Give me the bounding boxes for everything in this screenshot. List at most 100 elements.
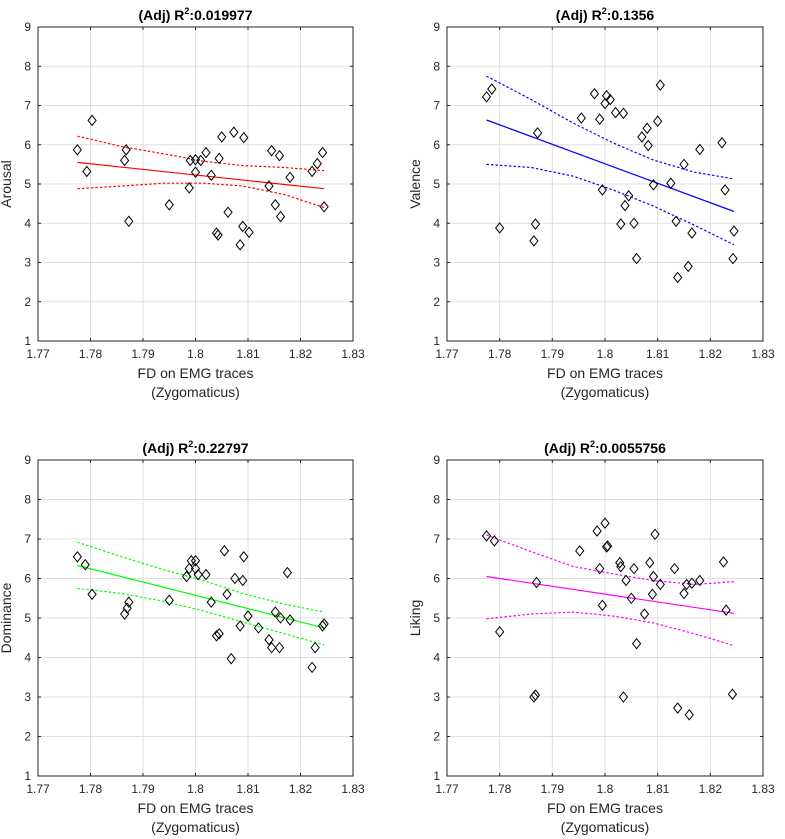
data-point-marker — [655, 578, 665, 591]
data-point-marker — [717, 136, 727, 149]
data-point-marker — [87, 588, 97, 601]
data-point-marker — [597, 184, 608, 196]
confidence-bound-upper — [77, 541, 325, 613]
data-point-marker — [184, 182, 194, 194]
title-superscript: 2 — [602, 6, 607, 16]
y-tick-label: 3 — [24, 690, 31, 704]
data-point-marker — [616, 560, 626, 573]
data-point-marker — [643, 139, 653, 152]
data-point-marker — [164, 594, 174, 607]
data-point-marker — [624, 189, 634, 202]
data-point-marker — [687, 227, 697, 239]
data-point-marker — [530, 218, 541, 230]
data-point-marker — [307, 165, 317, 178]
data-point-marker — [679, 158, 689, 171]
data-point-marker — [655, 79, 665, 91]
data-point-marker — [285, 614, 295, 626]
data-point-marker — [666, 177, 676, 190]
x-tick-label: 1.83 — [341, 782, 365, 796]
title-value: :0.0055756 — [595, 440, 666, 456]
data-point-marker — [487, 83, 497, 95]
data-point-marker — [238, 574, 248, 587]
y-tick-label: 8 — [433, 493, 440, 507]
data-point-marker — [243, 610, 253, 622]
chart-title: (Adj) R2:0.019977 — [139, 6, 253, 23]
x-tick-label: 1.83 — [751, 782, 775, 796]
data-point-marker — [600, 517, 610, 530]
y-tick-label: 9 — [433, 20, 440, 34]
data-point-marker — [684, 708, 694, 721]
data-point-marker — [319, 618, 329, 630]
data-point-marker — [229, 126, 239, 138]
data-point-marker — [618, 691, 629, 703]
title-prefix: (Adj) R — [142, 440, 188, 456]
x-tick-label: 1.78 — [79, 782, 103, 796]
y-tick-label: 6 — [24, 138, 31, 152]
data-point-marker — [270, 606, 280, 618]
data-point-marker — [124, 215, 134, 228]
data-point-marker — [618, 107, 629, 120]
y-tick-label: 6 — [433, 572, 440, 586]
data-point-marker — [683, 260, 693, 273]
data-point-marker — [631, 637, 642, 650]
data-point-marker — [266, 641, 277, 654]
y-tick-label: 5 — [24, 177, 31, 191]
data-point-marker — [589, 87, 600, 100]
data-point-marker — [219, 545, 230, 557]
y-tick-label: 6 — [433, 138, 440, 152]
data-point-marker — [275, 210, 286, 223]
data-point-marker — [495, 222, 505, 234]
x-tick-label: 1.77 — [26, 782, 50, 796]
chart-panel-3: 1.77 1.78 1.79 1.8 1.81 1.82 1.83 1 2 3 4 5 6 7 8 9 (Adj… — [0, 439, 365, 835]
data-point-marker — [645, 556, 655, 569]
data-point-marker — [124, 596, 134, 609]
fit-line — [77, 564, 325, 629]
data-point-marker — [239, 131, 249, 144]
title-prefix: (Adj) R — [139, 7, 185, 23]
chart-title: (Adj) R2:0.22797 — [142, 439, 248, 456]
confidence-bound-lower — [77, 587, 325, 646]
data-point-marker — [728, 252, 738, 265]
data-point-marker — [481, 91, 492, 103]
y-axis-label: Liking — [407, 600, 423, 637]
y-tick-label: 4 — [433, 216, 440, 230]
data-point-marker — [481, 530, 492, 542]
title-value: :0.019977 — [189, 7, 252, 23]
data-point-marker — [307, 661, 317, 674]
data-point-marker — [647, 588, 658, 601]
y-tick-label: 6 — [24, 572, 31, 586]
data-point-marker — [274, 149, 285, 162]
data-point-marker — [610, 106, 621, 119]
data-point-marker — [595, 113, 605, 126]
data-point-marker — [729, 225, 739, 237]
data-point-marker — [631, 252, 642, 265]
data-point-marker — [495, 626, 505, 638]
data-point-marker — [673, 271, 683, 284]
y-tick-label: 3 — [24, 256, 31, 270]
data-point-marker — [201, 568, 211, 581]
data-point-marker — [727, 688, 738, 701]
title-prefix: (Adj) R — [544, 440, 590, 456]
y-tick-label: 1 — [433, 769, 440, 783]
data-point-marker — [642, 122, 652, 135]
y-tick-label: 7 — [24, 99, 31, 113]
data-point-marker — [695, 574, 705, 587]
x-tick-label: 1.82 — [699, 782, 723, 796]
data-point-marker — [718, 556, 729, 568]
data-point-marker — [679, 587, 689, 600]
x-tick-label: 1.8 — [187, 782, 204, 796]
data-point-marker — [190, 554, 201, 567]
data-point-marker — [121, 144, 131, 156]
data-point-marker — [184, 562, 194, 575]
data-point-marker — [695, 143, 705, 156]
confidence-bound-upper — [486, 75, 735, 180]
x-tick-label: 1.79 — [131, 347, 155, 361]
x-axis-label-line1: FD on EMG traces — [138, 800, 254, 816]
y-tick-label: 1 — [24, 769, 31, 783]
data-point-marker — [650, 528, 660, 541]
data-point-marker — [639, 608, 650, 620]
y-axis-label: Dominance — [0, 582, 14, 653]
x-axis-label-line1: FD on EMG traces — [138, 365, 254, 381]
x-axis-label-line2: (Zygomaticus) — [561, 819, 650, 835]
